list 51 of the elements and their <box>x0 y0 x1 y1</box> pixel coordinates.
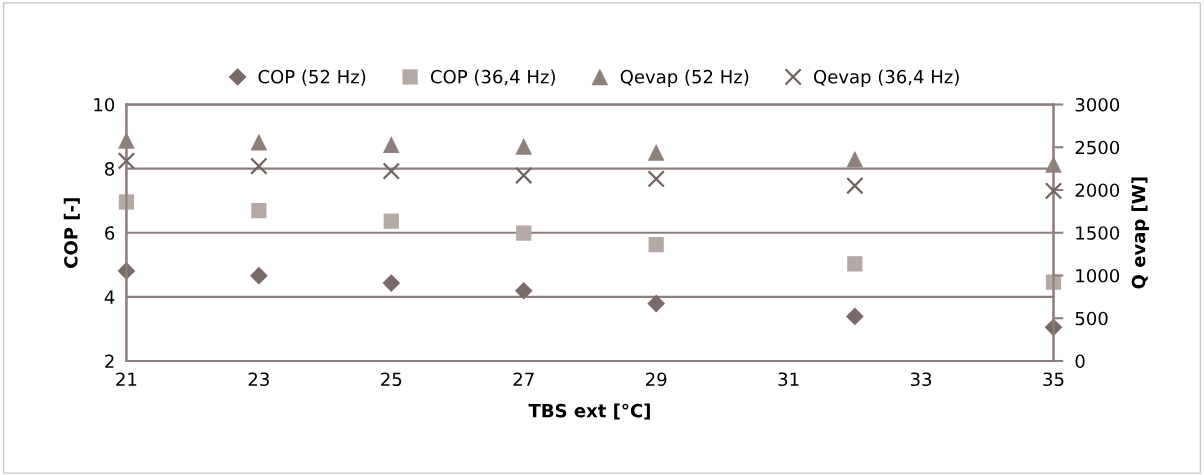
point <box>383 213 399 229</box>
y2-axis-title: Q evap [W] <box>1131 177 1149 289</box>
point <box>847 256 863 272</box>
point <box>647 294 666 313</box>
x-tick-label: 31 <box>778 372 799 387</box>
y2-tick-label: 3000 <box>1075 97 1120 112</box>
x-tick-label: 23 <box>248 372 269 387</box>
point <box>250 157 268 175</box>
point <box>516 225 532 241</box>
legend-label: COP (52 Hz) <box>258 69 366 86</box>
point <box>1044 182 1063 200</box>
point <box>514 166 533 185</box>
x-tick-label: 21 <box>116 372 137 386</box>
point <box>250 133 268 151</box>
point <box>846 176 864 195</box>
point <box>648 236 664 253</box>
y2-tick-label: 2500 <box>1075 140 1120 155</box>
x-tick-label: 33 <box>910 372 932 387</box>
y-axis-title: COP [-] <box>63 198 80 268</box>
y2-tick-label: 2000 <box>1075 183 1120 198</box>
x-tick-label: 35 <box>1043 372 1064 387</box>
x-axis-title: TBS ext [°C] <box>528 403 650 420</box>
point <box>118 132 135 149</box>
point <box>382 274 401 292</box>
point <box>382 136 400 154</box>
point <box>382 162 401 180</box>
y2-tick-label: 0 <box>1075 354 1085 369</box>
point <box>1045 156 1062 173</box>
y2-tick-label: 1500 <box>1076 226 1120 240</box>
point <box>647 144 665 161</box>
point <box>514 281 533 300</box>
legend-label: Qevap (36,4 Hz) <box>814 69 959 88</box>
point <box>846 307 864 326</box>
point <box>117 152 136 170</box>
point <box>846 150 864 168</box>
legend-label: Qevap (52 Hz) <box>620 69 749 88</box>
legend-label: COP (36,4 Hz) <box>430 69 555 86</box>
x-tick-label: 29 <box>646 372 667 387</box>
x-tick-label: 25 <box>381 372 402 387</box>
point <box>250 266 268 285</box>
y2-tick-label: 1000 <box>1076 268 1120 283</box>
point <box>647 170 665 188</box>
y2-tick-label: 500 <box>1075 311 1108 326</box>
y-tick-label: 8 <box>105 162 115 176</box>
y-tick-label: 10 <box>94 97 115 112</box>
y-tick-label: 4 <box>104 290 115 304</box>
point <box>515 138 533 155</box>
point <box>251 202 267 219</box>
y-tick-label: 6 <box>105 226 115 240</box>
x-tick-label: 27 <box>513 372 534 386</box>
y-tick-label: 2 <box>105 354 114 368</box>
